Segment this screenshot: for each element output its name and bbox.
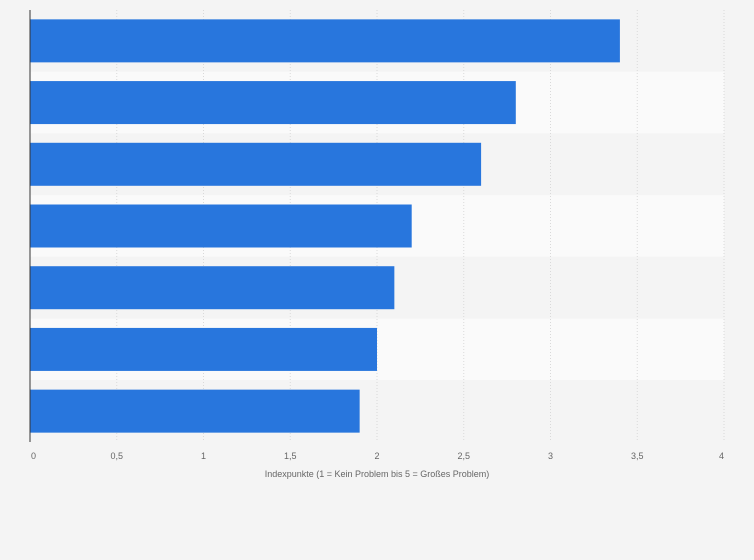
x-tick-label: 3,5 <box>631 451 644 461</box>
x-tick-label: 3 <box>548 451 553 461</box>
x-tick-label: 1 <box>201 451 206 461</box>
bar[interactable] <box>30 81 516 125</box>
x-tick-label: 2,5 <box>457 451 470 461</box>
x-tick-label: 4 <box>719 451 724 461</box>
bar[interactable] <box>30 142 482 186</box>
bar[interactable] <box>30 266 395 310</box>
x-tick-label: 2 <box>374 451 379 461</box>
bar[interactable] <box>30 204 412 248</box>
x-axis-title: Indexpunkte (1 = Kein Problem bis 5 = Gr… <box>265 469 490 479</box>
bar[interactable] <box>30 327 377 371</box>
bars <box>30 19 620 433</box>
x-tick-label: 0,5 <box>110 451 123 461</box>
x-tick-label: 0 <box>31 451 36 461</box>
x-tick-labels: 0 0,5 1 1,5 2 2,5 3 3,5 4 <box>31 451 724 461</box>
bar[interactable] <box>30 19 620 63</box>
x-tick-label: 1,5 <box>284 451 297 461</box>
bar[interactable] <box>30 389 360 433</box>
